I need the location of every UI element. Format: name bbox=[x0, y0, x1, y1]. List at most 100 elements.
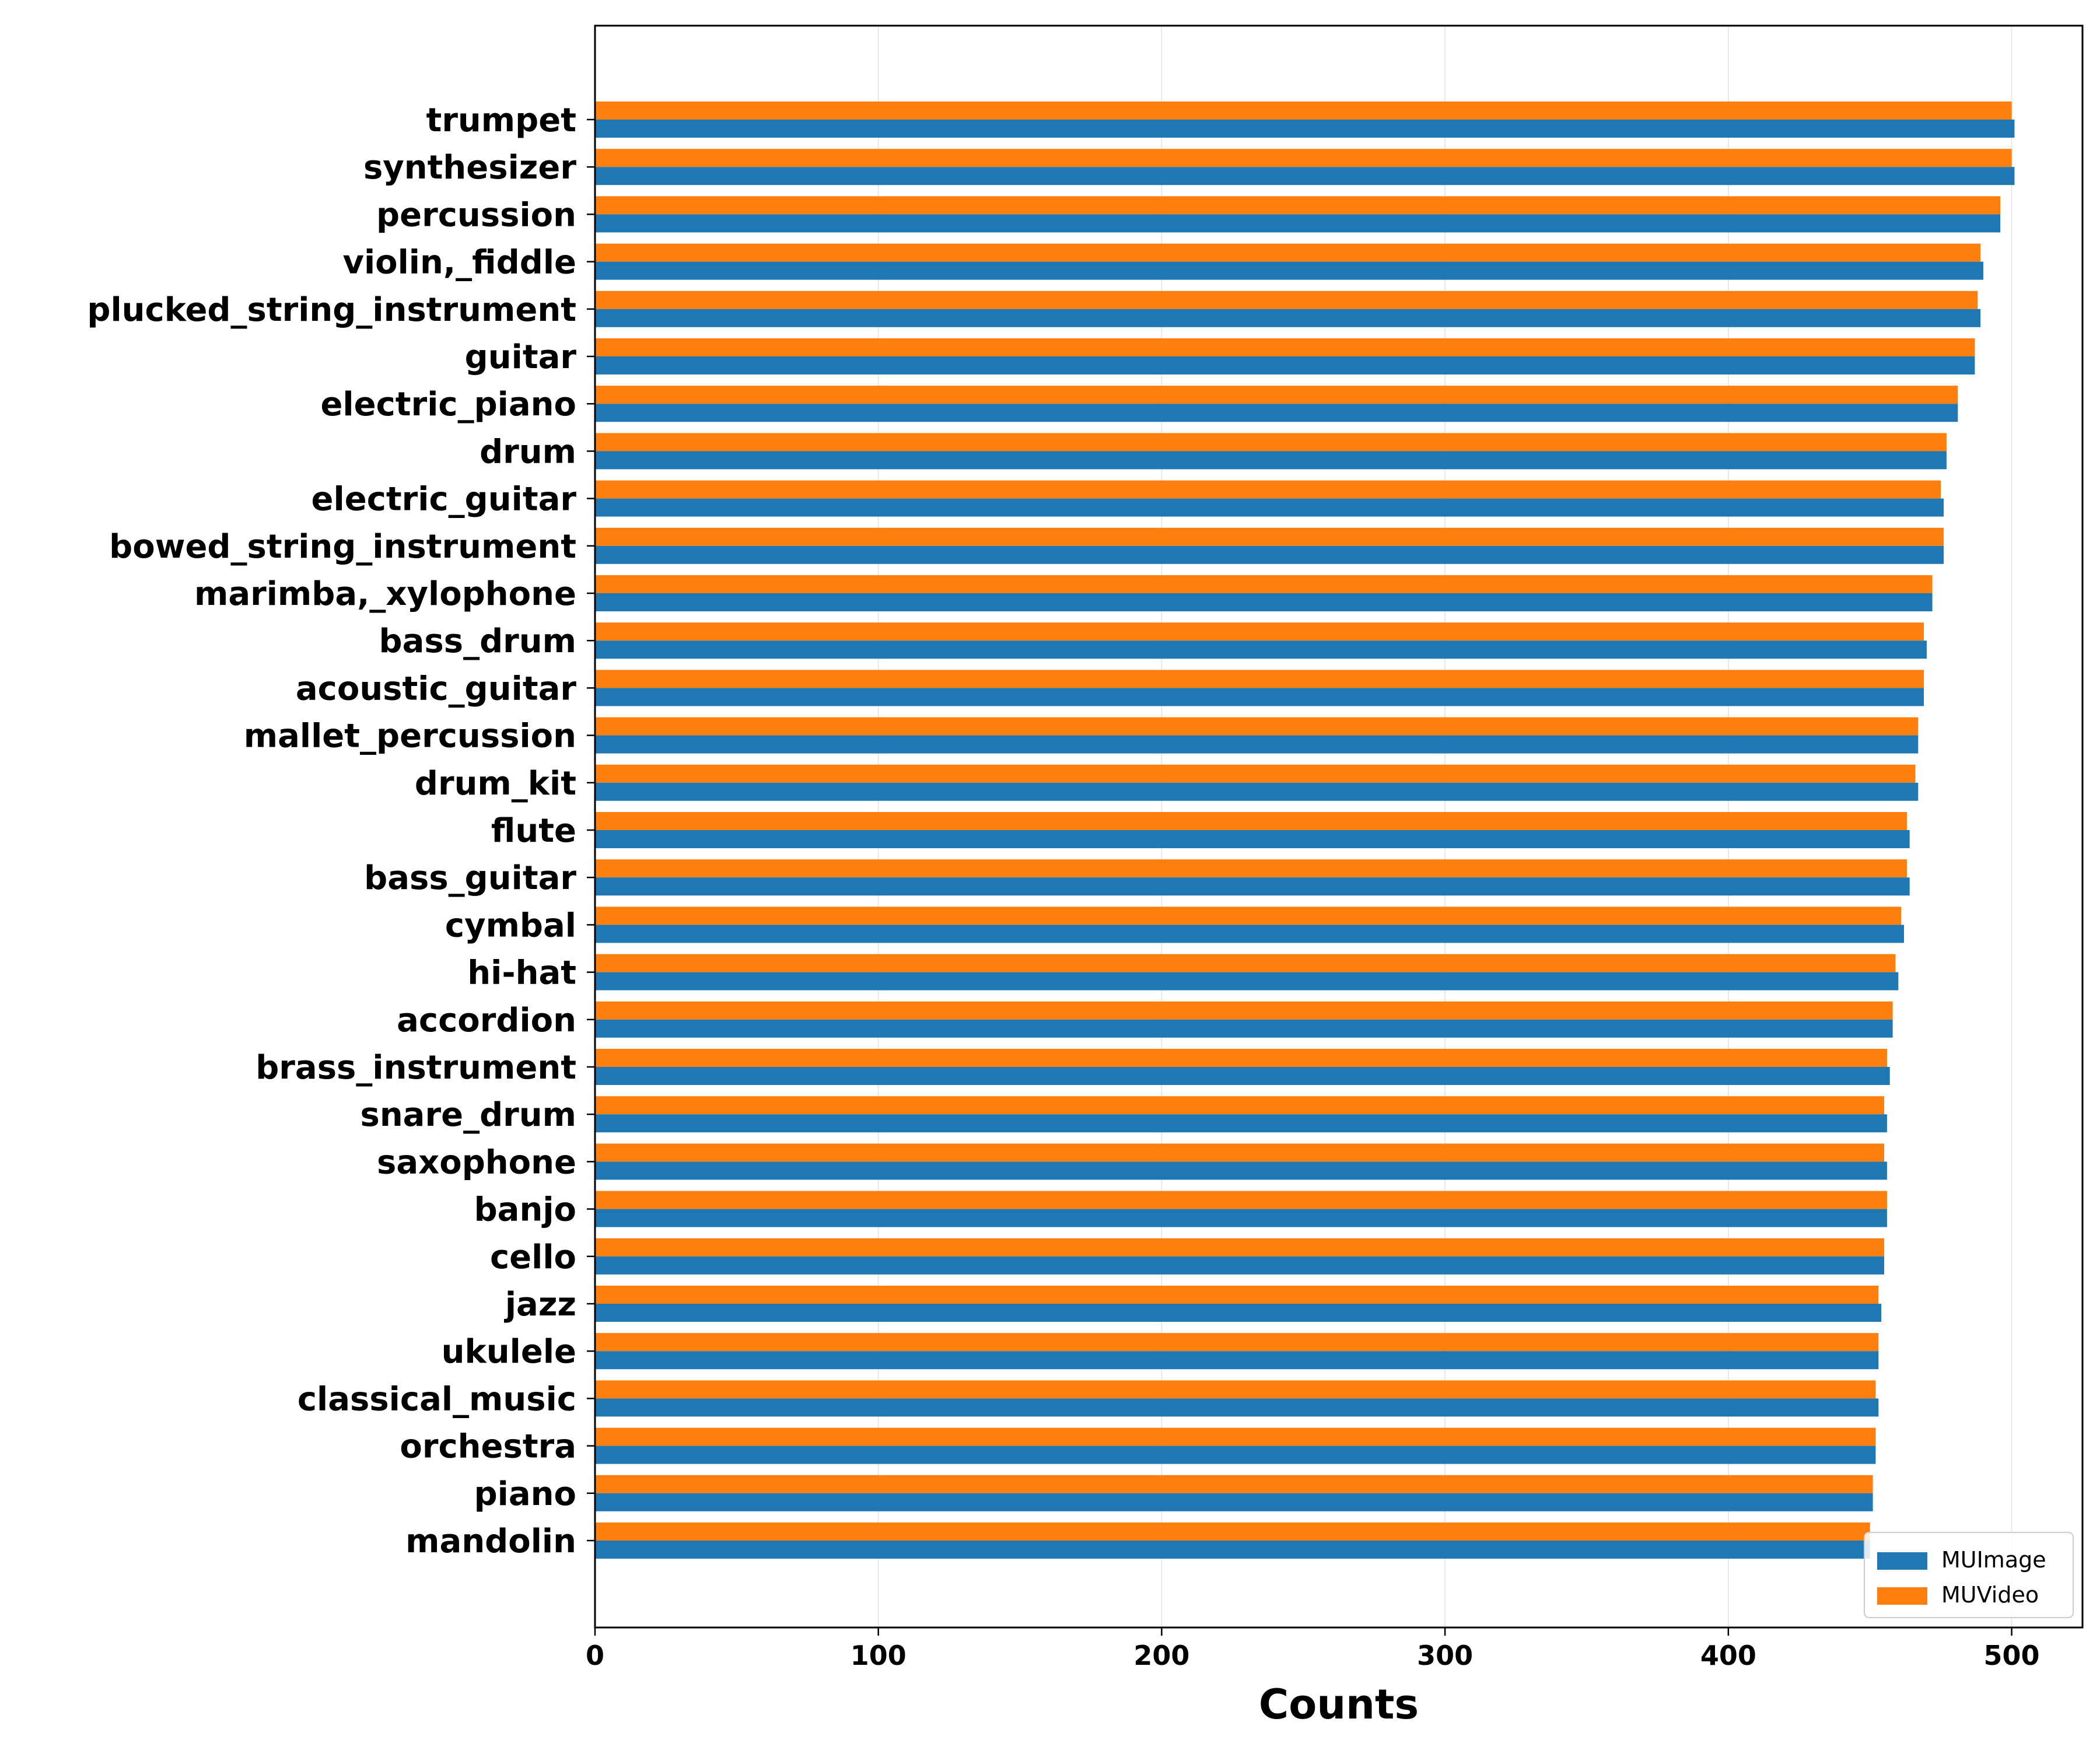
category-label: bass_guitar bbox=[364, 859, 576, 897]
category-label: orchestra bbox=[400, 1428, 576, 1466]
bar-muimage bbox=[595, 451, 1947, 470]
legend-swatch bbox=[1877, 1587, 1927, 1605]
category-label: bowed_string_instrument bbox=[109, 528, 576, 566]
category-label: hi-hat bbox=[467, 954, 576, 992]
bar-muimage bbox=[595, 404, 1958, 422]
category-label: electric_guitar bbox=[312, 481, 577, 519]
bar-muvideo bbox=[595, 1096, 1884, 1115]
category-label: mallet_percussion bbox=[244, 718, 576, 755]
bar-muimage bbox=[595, 120, 2015, 138]
category-label: marimba,_xylophone bbox=[194, 575, 576, 613]
bar-muimage bbox=[595, 545, 1944, 564]
bar-muvideo bbox=[595, 717, 1919, 736]
bar-muvideo bbox=[595, 290, 1978, 309]
x-axis-title: Counts bbox=[1259, 1681, 1419, 1728]
bar-muvideo bbox=[595, 1522, 1870, 1541]
category-label: brass_instrument bbox=[256, 1049, 576, 1087]
category-label: flute bbox=[491, 812, 576, 850]
bar-muimage bbox=[595, 972, 1899, 991]
category-label: mandolin bbox=[405, 1522, 576, 1560]
bar-muimage bbox=[595, 877, 1910, 896]
bar-muimage bbox=[595, 1019, 1893, 1038]
bar-muvideo bbox=[595, 907, 1902, 925]
bar-muvideo bbox=[595, 1049, 1887, 1067]
bar-muvideo bbox=[595, 1286, 1879, 1304]
bar-muimage bbox=[595, 309, 1981, 327]
legend: MUImage MUVideo bbox=[1864, 1532, 2074, 1618]
bar-muvideo bbox=[595, 859, 1907, 878]
bar-muvideo bbox=[595, 622, 1924, 641]
bars bbox=[595, 102, 2015, 1559]
legend-swatch bbox=[1877, 1552, 1927, 1570]
bar-muvideo bbox=[595, 1143, 1884, 1162]
bar-muvideo bbox=[595, 954, 1896, 972]
category-label: classical_music bbox=[298, 1380, 576, 1418]
bar-muimage bbox=[595, 830, 1910, 848]
bar-muimage bbox=[595, 1304, 1882, 1322]
bar-muimage bbox=[595, 498, 1944, 517]
bar-muvideo bbox=[595, 812, 1907, 830]
bar-muvideo bbox=[595, 433, 1947, 452]
category-label: percussion bbox=[376, 196, 576, 234]
bar-muimage bbox=[595, 1067, 1890, 1085]
bar-muvideo bbox=[595, 1333, 1879, 1352]
category-label: drum_kit bbox=[415, 765, 576, 803]
category-labels: trumpet synthesizer percussion violin,_fidd… bbox=[87, 102, 576, 1560]
bar-muvideo bbox=[595, 527, 1944, 546]
bar-muimage bbox=[595, 214, 2001, 233]
bar-muvideo bbox=[595, 1238, 1884, 1256]
bar-muvideo bbox=[595, 1475, 1873, 1493]
category-label: bass_drum bbox=[379, 622, 576, 660]
category-label: plucked_string_instrument bbox=[87, 291, 576, 329]
bar-muvideo bbox=[595, 1427, 1876, 1446]
bar-muvideo bbox=[595, 196, 2001, 215]
category-label: ukulele bbox=[442, 1333, 576, 1371]
bar-muvideo bbox=[595, 1001, 1893, 1020]
bar-muimage bbox=[595, 1446, 1876, 1464]
bar-muvideo bbox=[595, 1380, 1876, 1399]
legend-label: MUVideo bbox=[1941, 1582, 2039, 1608]
category-label: jazz bbox=[504, 1286, 576, 1324]
category-label: guitar bbox=[465, 338, 577, 376]
bar-muimage bbox=[595, 1114, 1887, 1133]
bar-muimage bbox=[595, 640, 1927, 659]
bar-muvideo bbox=[595, 1191, 1887, 1209]
bar-muvideo bbox=[595, 480, 1941, 499]
category-label: synthesizer bbox=[363, 149, 576, 187]
plot-frame bbox=[594, 24, 2084, 1629]
bar-muvideo bbox=[595, 764, 1916, 783]
bar-muimage bbox=[595, 1351, 1879, 1370]
bar-muimage bbox=[595, 167, 2015, 186]
bar-muimage bbox=[595, 1256, 1884, 1275]
bar-muvideo bbox=[595, 575, 1933, 593]
axes bbox=[594, 24, 2084, 1629]
x-tick-label: 300 bbox=[1417, 1640, 1473, 1671]
bar-muimage bbox=[595, 1398, 1879, 1417]
bar-muimage bbox=[595, 688, 1924, 706]
bar-muimage bbox=[595, 1493, 1873, 1511]
x-tick-label: 500 bbox=[1984, 1640, 2040, 1671]
category-label: accordion bbox=[397, 1002, 576, 1040]
bar-muvideo bbox=[595, 243, 1981, 262]
category-label: banjo bbox=[474, 1191, 576, 1229]
category-label: snare_drum bbox=[360, 1096, 576, 1134]
bar-muvideo bbox=[595, 670, 1924, 688]
category-label: acoustic_guitar bbox=[296, 670, 577, 708]
bar-muimage bbox=[595, 782, 1919, 801]
category-label: trumpet bbox=[426, 102, 576, 139]
category-label: violin,_fiddle bbox=[342, 244, 576, 282]
bar-muvideo bbox=[595, 386, 1958, 404]
category-label: cymbal bbox=[445, 907, 576, 944]
category-label: saxophone bbox=[377, 1143, 576, 1181]
category-label: electric_piano bbox=[320, 386, 576, 424]
bar-muimage bbox=[595, 1541, 1870, 1559]
bar-muvideo bbox=[595, 338, 1975, 356]
x-tick-label: 200 bbox=[1133, 1640, 1189, 1671]
bar-muimage bbox=[595, 356, 1975, 374]
x-tick-label: 100 bbox=[850, 1640, 907, 1671]
bar-muvideo bbox=[595, 149, 2012, 167]
x-ticks: 0 100 200 300 400 500 bbox=[586, 118, 2040, 1671]
bar-muimage bbox=[595, 735, 1919, 754]
